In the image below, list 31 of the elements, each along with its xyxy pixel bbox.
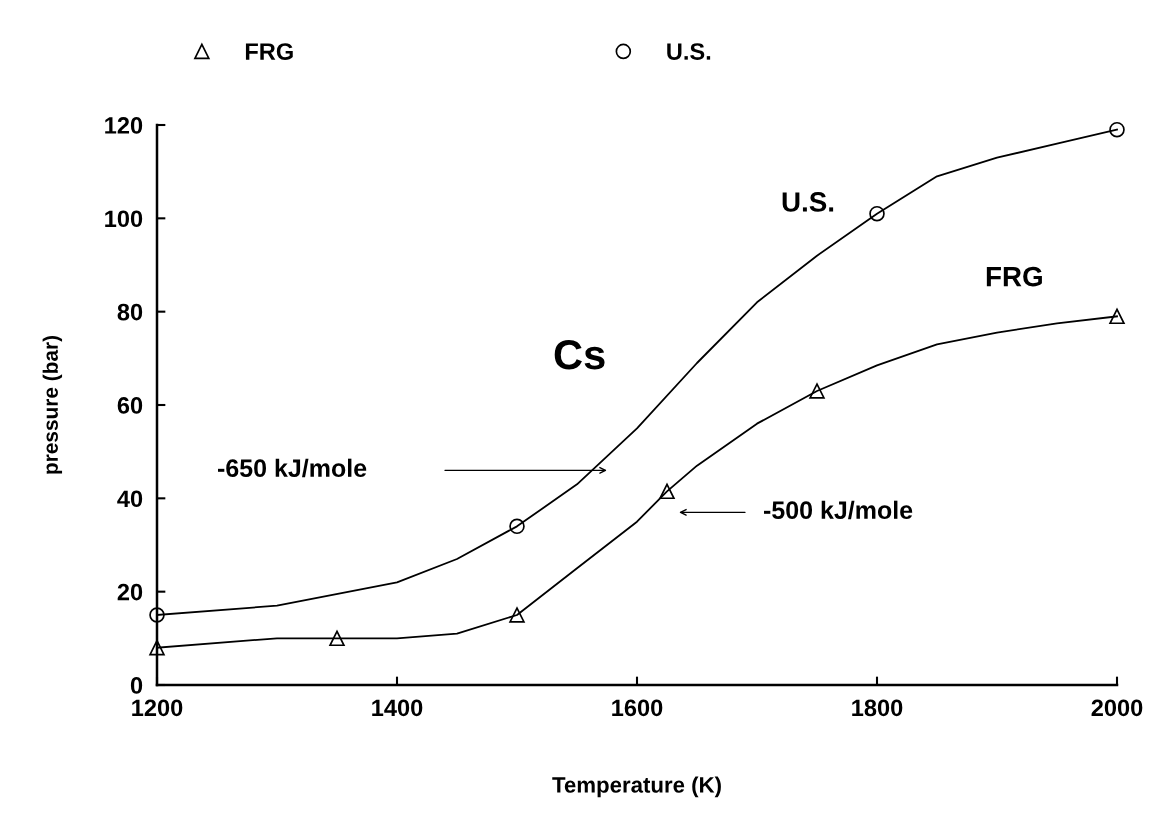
point xyxy=(1109,308,1125,325)
y-tick-label: 120 xyxy=(105,117,143,134)
point xyxy=(809,383,825,399)
point xyxy=(659,483,675,500)
y-tick-label: 80 xyxy=(117,303,143,321)
y-tick-label: 100 xyxy=(105,210,143,228)
point xyxy=(509,518,525,535)
legend-label: FRG xyxy=(245,43,293,60)
point xyxy=(329,630,345,647)
annotation: Cs xyxy=(554,340,605,370)
x-tick-label: 2000 xyxy=(1091,699,1143,717)
point xyxy=(1109,121,1125,138)
y-tick-label: 60 xyxy=(117,397,143,414)
point xyxy=(509,607,525,623)
x-tick-label: 1600 xyxy=(612,699,663,717)
x-tick-label: 1800 xyxy=(852,699,903,717)
annotation: U.S. xyxy=(782,192,834,212)
x-axis-title: Temperature (K) xyxy=(552,776,721,798)
y-axis-title: pressure (bar) xyxy=(42,335,63,474)
y-tick-label: 40 xyxy=(117,490,143,508)
annotation: -500 kJ/mole xyxy=(763,500,913,520)
annotation: -650 kJ/mole xyxy=(217,458,367,478)
x-tick-label: 1200 xyxy=(132,699,183,717)
y-tick-label: 0 xyxy=(130,677,143,694)
x-tick-label: 1400 xyxy=(372,699,423,717)
annotation: FRG xyxy=(986,266,1042,287)
point xyxy=(869,205,885,222)
point xyxy=(149,607,165,623)
point xyxy=(149,639,165,656)
y-tick-label: 20 xyxy=(117,583,143,601)
legend-label: U.S. xyxy=(667,43,711,60)
